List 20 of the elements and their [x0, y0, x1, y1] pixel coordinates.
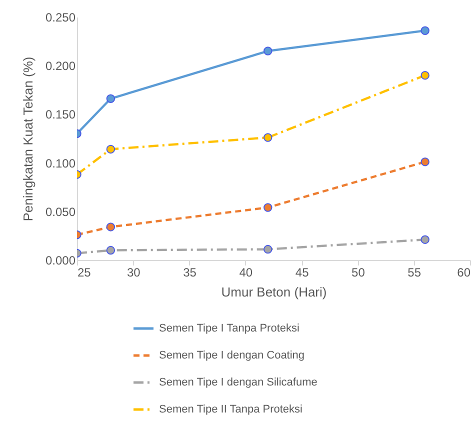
legend-label: Semen Tipe I dengan Coating [159, 350, 305, 362]
x-axis-title: Umur Beton (Hari) [221, 284, 327, 300]
legend-label: Semen Tipe I Tanpa Proteksi [159, 322, 300, 334]
x-tick-label: 60 [457, 266, 471, 280]
x-tick-label: 40 [239, 266, 253, 280]
x-tick-label: 25 [78, 266, 92, 280]
y-tick-label: 0.050 [45, 204, 76, 219]
x-tick-label: 30 [126, 266, 141, 280]
x-tick-label: 35 [183, 266, 197, 280]
y-tick-label: 0.000 [45, 254, 76, 268]
x-tick-label: 45 [295, 266, 310, 280]
x-tick-label: 50 [352, 266, 366, 280]
legend-label: Semen Tipe I dengan Silicafume [159, 376, 318, 388]
y-tick-label: 0.100 [45, 156, 76, 170]
y-axis-title: Peningkatan Kuat Tekan (%) [20, 56, 36, 222]
y-tick-label: 0.200 [45, 59, 76, 74]
legend-label: Semen Tipe II Tanpa Proteksi [159, 404, 302, 416]
y-tick-label: 0.250 [45, 10, 76, 24]
y-tick-label: 0.150 [45, 108, 76, 122]
x-tick-label: 55 [408, 266, 422, 280]
